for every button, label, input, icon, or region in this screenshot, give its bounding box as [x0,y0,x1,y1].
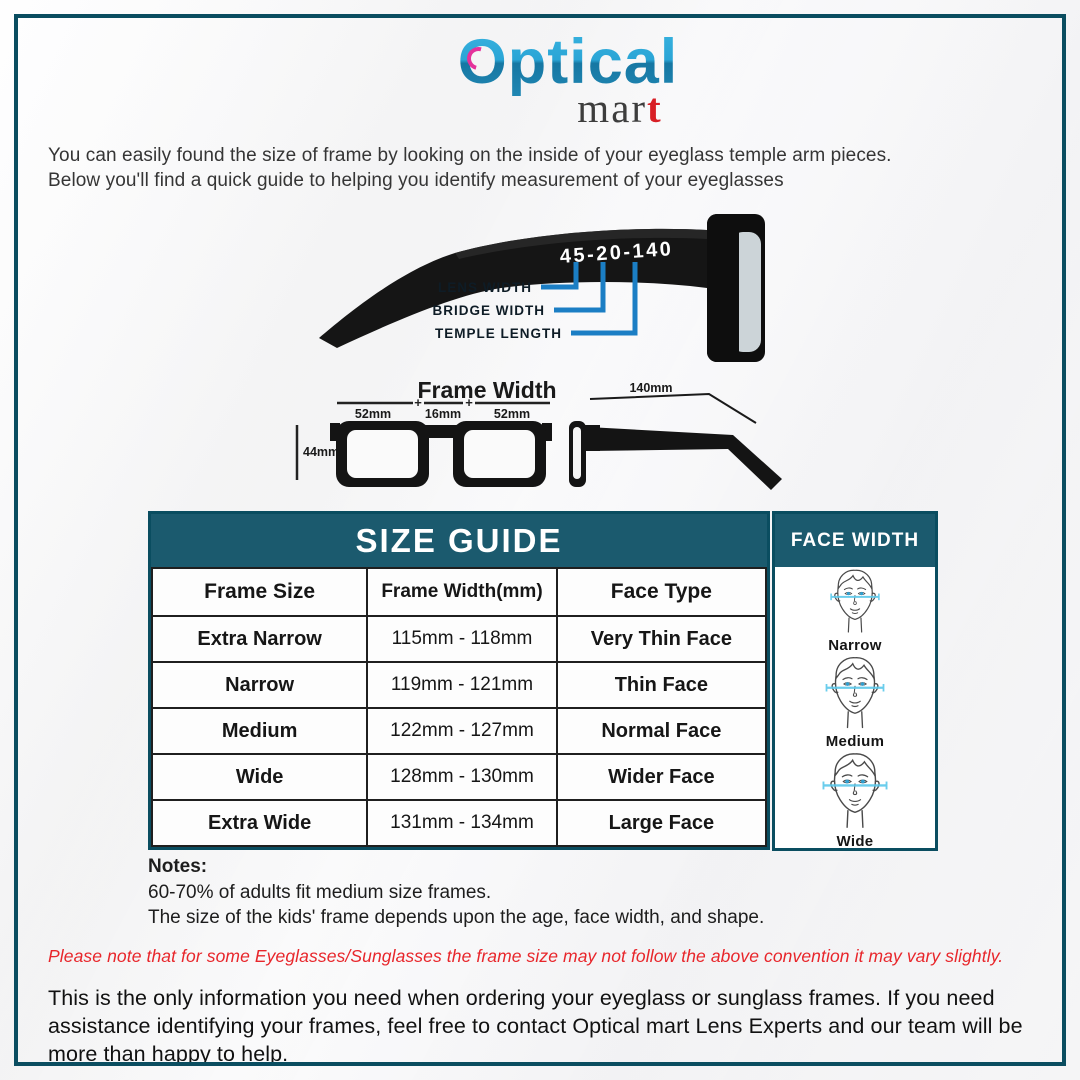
medium-face-icon [825,657,885,729]
intro-line-2: Below you'll find a quick guide to helpi… [48,170,784,191]
face-item-narrow: Narrow [775,567,935,654]
frame-width-cell: 115mm - 118mm [366,615,558,663]
plus-sign: + [465,395,473,410]
lens-width-value: 52mm [355,407,391,421]
frame-width-cell: 119mm - 121mm [366,661,558,709]
wide-face-icon [822,753,888,828]
table-row: Wide 128mm - 130mm Wider Face [150,753,768,801]
frame-width-cell: 131mm - 134mm [366,799,558,847]
bridge-width-label: BRIDGE WIDTH [433,303,546,318]
col-header-face-type: Face Type [555,567,768,617]
brand-logo-secondary: mart [577,85,663,131]
brand-logo: Optical mart [0,26,1080,132]
face-width-measure-line [830,593,880,601]
lens-width-callout-line [541,262,579,290]
lens-height-value: 44mm [303,445,339,459]
table-row: Narrow 119mm - 121mm Thin Face [150,661,768,709]
temple-length-pointer-line [589,392,757,424]
size-guide-table: SIZE GUIDE Frame Size Frame Width(mm) Fa… [148,511,770,850]
temple-arm-shape [319,228,707,348]
narrow-face-icon [830,569,880,633]
notes-title: Notes: [148,856,208,877]
face-label: Medium [825,733,885,750]
footer-text: This is the only information you need wh… [48,986,1023,1066]
face-item-medium: Medium [775,654,935,750]
table-row: Medium 122mm - 127mm Normal Face [150,707,768,755]
table-row: Extra Narrow 115mm - 118mm Very Thin Fac… [150,615,768,663]
glasses-side-view [569,421,782,490]
col-header-frame-width: Frame Width(mm) [366,567,558,617]
face-type-cell: Thin Face [555,661,768,709]
brand-accent-letter: t [647,85,663,131]
face-type-cell: Normal Face [555,707,768,755]
plus-sign: + [414,395,422,410]
frame-width-cell: 122mm - 127mm [366,707,558,755]
face-width-measure-line [825,684,885,692]
frame-size-cell: Narrow [150,661,369,709]
note-line-1: 60-70% of adults fit medium size frames. [148,882,492,903]
disclaimer-text: Please note that for some Eyeglasses/Sun… [48,946,1004,966]
face-type-cell: Large Face [555,799,768,847]
face-width-title: FACE WIDTH [775,514,935,567]
table-header-row: Frame Size Frame Width(mm) Face Type [150,567,768,617]
size-guide-title: SIZE GUIDE [151,514,767,567]
face-type-cell: Very Thin Face [555,615,768,663]
face-label: Wide [836,833,874,850]
intro-text: You can easily found the size of frame b… [48,143,892,193]
note-line-2: The size of the kids' frame depends upon… [148,907,765,928]
table-row: Extra Wide 131mm - 134mm Large Face [150,799,768,847]
face-label: Narrow [828,637,882,654]
notes-section: Notes: 60-70% of adults fit medium size … [148,856,764,930]
frame-width-cell: 128mm - 130mm [366,753,558,801]
glasses-front-view [330,421,552,487]
temple-length-value: 140mm [629,381,672,395]
temple-length-callout-line [571,262,638,336]
bridge-width-callout-line [554,262,606,313]
face-width-measure-line [822,781,888,790]
frame-size-cell: Wide [150,753,369,801]
frame-size-cell: Extra Narrow [150,615,369,663]
frame-size-cell: Medium [150,707,369,755]
face-width-panel: FACE WIDTH [772,511,938,851]
intro-line-1: You can easily found the size of frame b… [48,145,892,166]
lens-width-value-right: 52mm [494,407,530,421]
temple-arm-illustration: 45-20-140 LENS WIDTH BRIDGE WIDTH TEMPLE… [319,214,765,362]
bridge-width-value: 16mm [425,407,461,421]
frame-width-title: Frame Width [417,377,556,403]
temple-length-label: TEMPLE LENGTH [435,326,562,341]
frame-size-cell: Extra Wide [150,799,369,847]
lens-width-label: LENS WIDTH [438,280,532,295]
face-type-cell: Wider Face [555,753,768,801]
frame-width-diagram: Frame Width + + 52mm 16mm 52mm 44mm [295,377,782,490]
face-item-wide: Wide [775,750,935,850]
col-header-frame-size: Frame Size [150,567,369,617]
